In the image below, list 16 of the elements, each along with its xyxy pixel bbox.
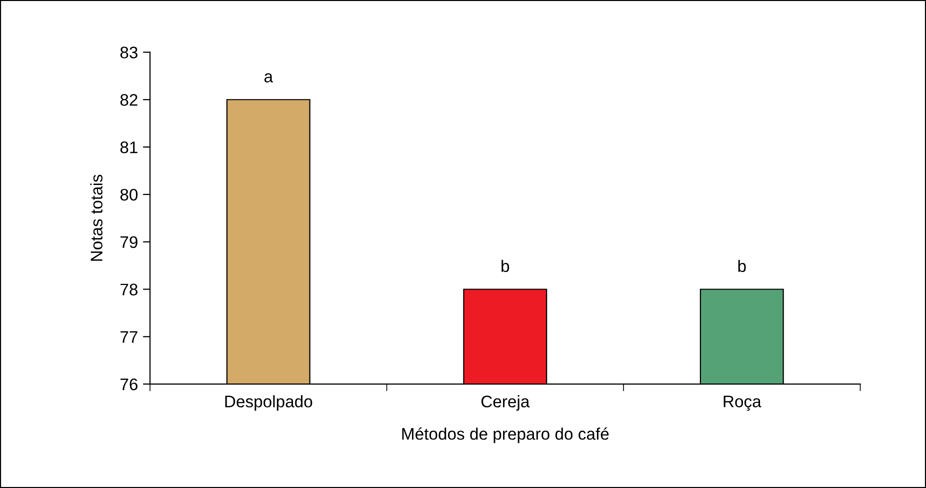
x-tick-label: Despolpado: [225, 395, 312, 411]
y-tick-label: 79: [120, 236, 138, 248]
x-axis-title: Métodos de preparo do café: [402, 427, 609, 444]
y-tick-label: 83: [120, 46, 138, 58]
annotation: b: [502, 260, 510, 272]
x-tick-label: Cereja: [481, 395, 530, 411]
y-tick-label: 76: [120, 378, 138, 390]
y-tick-label: 80: [120, 188, 138, 201]
y-tick-label: 77: [120, 331, 138, 343]
x-tick-label: Roça: [724, 396, 762, 411]
y-tick-label: 82: [120, 94, 138, 106]
y-tick-label: 78: [120, 284, 138, 296]
y-axis-title: Notas totais: [90, 174, 102, 261]
y-tick-label: 81: [120, 141, 138, 154]
annotation: b: [738, 260, 746, 272]
annotation: a: [264, 73, 274, 82]
